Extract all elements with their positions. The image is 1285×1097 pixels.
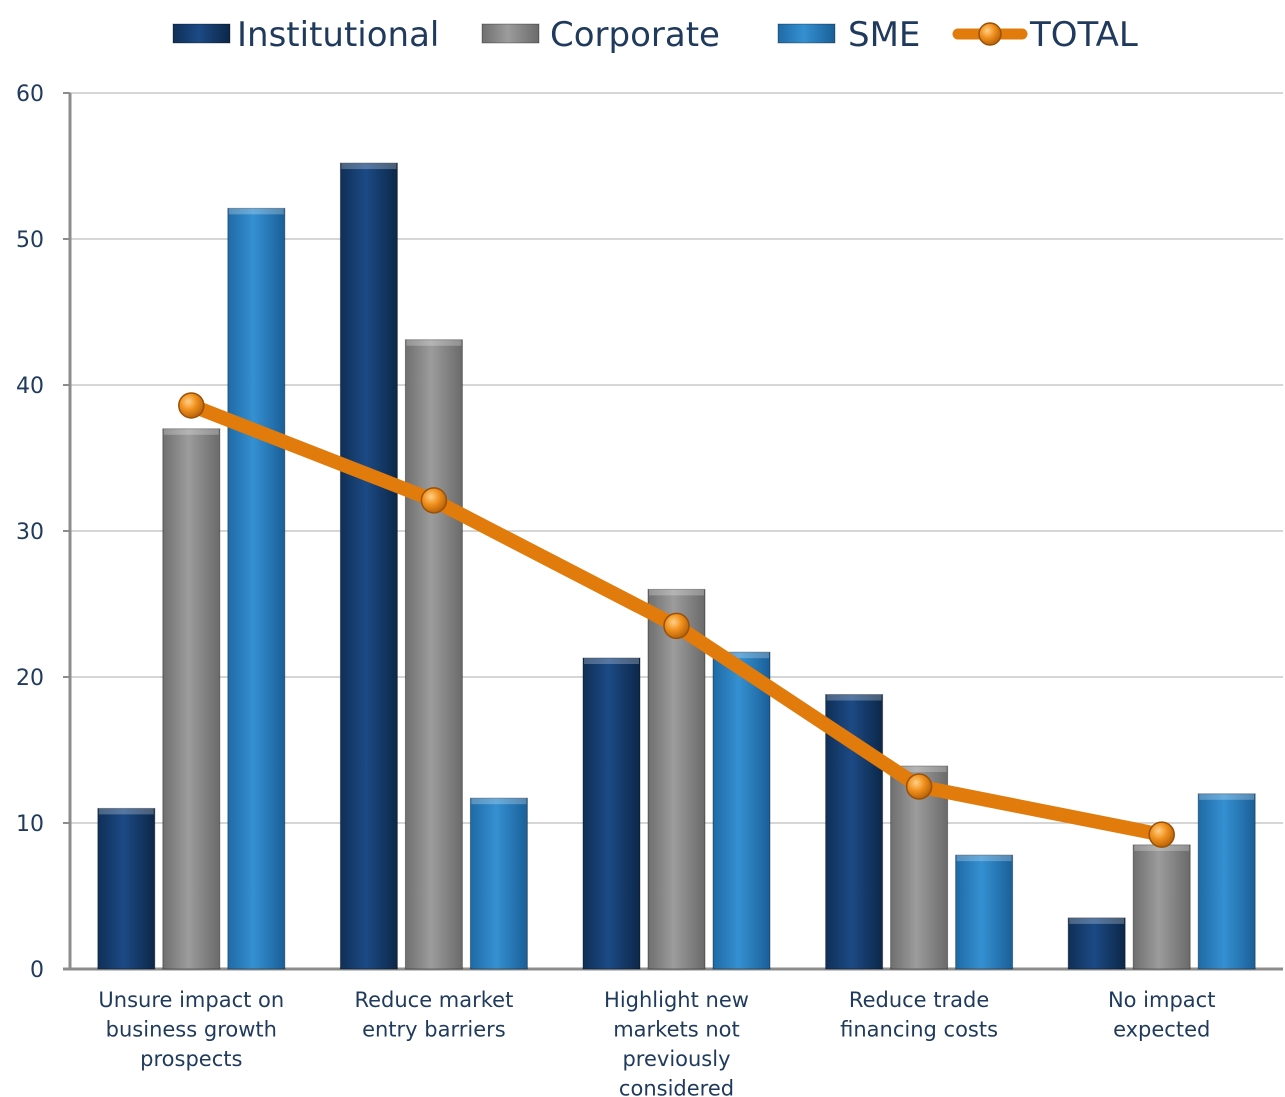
legend-label: Corporate <box>550 15 720 55</box>
point-total-5 <box>1148 821 1175 848</box>
x-category-label-line: Reduce trade <box>849 988 989 1012</box>
bar-institutional-4 <box>825 694 884 970</box>
legend-swatch <box>172 23 231 44</box>
legend-item-sme: SME <box>777 15 920 55</box>
legend-item-institutional: Institutional <box>172 15 439 55</box>
bar-highlight <box>341 163 397 170</box>
bar-body <box>227 207 286 970</box>
bar-highlight <box>826 694 882 701</box>
x-category-label-line: prospects <box>140 1047 242 1071</box>
y-tick-label: 50 <box>16 228 44 253</box>
bar-corporate-4 <box>890 765 949 970</box>
bar-corporate-3 <box>647 588 706 970</box>
x-category-label-line: business growth <box>106 1018 277 1042</box>
bar-body <box>1132 844 1191 970</box>
bar-highlight <box>471 798 527 805</box>
point-total-4 <box>905 773 933 800</box>
legend-item-total: TOTAL <box>952 15 1138 55</box>
bar-corporate-1 <box>162 428 221 970</box>
bar-sme-2 <box>469 797 528 970</box>
bar-body <box>1197 793 1256 970</box>
x-category-label-line: Reduce market <box>354 988 513 1012</box>
legend: Institutional Corporate SME TOTAL <box>172 15 1138 55</box>
legend-swatch <box>777 23 836 44</box>
bar-body <box>825 694 884 970</box>
x-category-label-line: financing costs <box>840 1018 998 1042</box>
bar-body <box>162 428 221 970</box>
y-tick-label: 30 <box>16 520 44 545</box>
x-category-label: Reduce market entry barriers <box>354 988 513 1042</box>
x-category-label-line: Unsure impact on <box>98 988 284 1012</box>
legend-swatch <box>481 23 540 44</box>
y-tick-label: 60 <box>16 82 44 107</box>
bar-highlight <box>714 652 769 659</box>
point-total-3 <box>663 612 690 640</box>
bar-corporate-2 <box>404 339 463 970</box>
bar-highlight <box>228 208 284 215</box>
bar-institutional-2 <box>339 162 398 970</box>
bar-body <box>1067 917 1126 970</box>
x-category-label-line: Highlight new <box>604 988 749 1012</box>
bar-highlight <box>649 589 704 596</box>
bar-body <box>955 854 1014 970</box>
bar-institutional-3 <box>582 657 641 970</box>
legend-label: TOTAL <box>1029 15 1138 55</box>
bar-highlight <box>163 428 219 435</box>
bar-highlight <box>1199 793 1255 800</box>
bar-body <box>97 807 156 970</box>
x-category-label: No impact expected <box>1108 988 1216 1042</box>
bar-highlight <box>891 766 947 773</box>
x-category-label: Highlight new markets not previously consid… <box>604 988 749 1097</box>
x-category-label: Reduce trade financing costs <box>840 988 998 1042</box>
x-category-label-line: previously <box>622 1047 730 1071</box>
y-tick-label: 20 <box>16 666 44 691</box>
bar-highlight <box>406 339 462 346</box>
bar-body <box>890 765 949 970</box>
bar-body <box>647 588 706 970</box>
x-category-label-line: entry barriers <box>362 1018 506 1042</box>
axis-labels: 0 10 20 30 40 50 60 Unsure impact on business gr… <box>16 82 1215 1097</box>
point-total-1 <box>178 392 205 419</box>
x-category-label-line: No impact <box>1108 988 1216 1012</box>
bar-body <box>582 657 641 970</box>
bar-highlight <box>956 855 1012 862</box>
bars <box>97 162 1256 970</box>
bar-institutional-5 <box>1067 917 1126 970</box>
y-tick-label: 0 <box>30 958 44 983</box>
bar-sme-4 <box>955 854 1014 970</box>
x-category-label-line: expected <box>1113 1018 1210 1042</box>
total-line <box>178 392 1175 848</box>
point-total-2 <box>420 487 448 514</box>
x-category-label: Unsure impact on business growth prospects <box>98 988 284 1071</box>
bar-sme-3 <box>712 651 771 970</box>
bar-institutional-1 <box>97 807 156 970</box>
legend-item-corporate: Corporate <box>481 15 720 55</box>
bar-body <box>404 339 463 970</box>
bar-body <box>469 797 528 970</box>
legend-label: Institutional <box>237 15 439 55</box>
bar-sme-5 <box>1197 793 1256 970</box>
bar-sme-1 <box>227 207 286 970</box>
bar-highlight <box>1069 917 1125 924</box>
y-tick-label: 10 <box>16 812 44 837</box>
bar-highlight <box>98 808 154 815</box>
bar-body <box>339 162 398 970</box>
bar-corporate-5 <box>1132 844 1191 970</box>
x-category-label-line: markets not <box>613 1018 740 1042</box>
legend-label: SME <box>848 15 920 55</box>
y-tick-label: 40 <box>16 374 44 399</box>
x-category-label-line: considered <box>619 1077 734 1097</box>
legend-swatch-marker <box>978 22 1002 46</box>
bar-body <box>712 651 771 970</box>
bar-highlight <box>584 658 639 665</box>
